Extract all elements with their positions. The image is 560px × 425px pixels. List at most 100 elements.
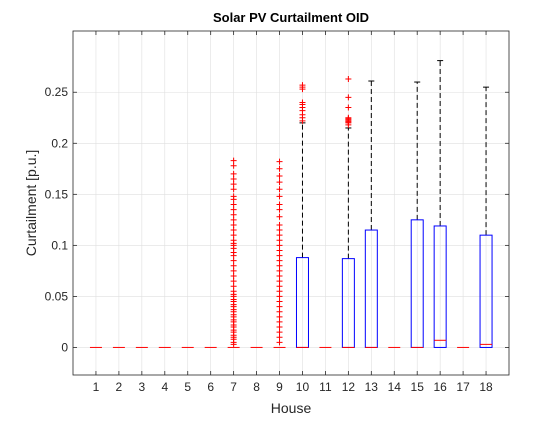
box-15 [410,81,424,348]
x-tick-label: 8 [253,380,260,394]
outlier-marker [230,232,237,239]
box-rect [433,225,447,348]
x-tick-label: 10 [296,380,310,394]
x-tick-label: 7 [230,380,237,394]
outlier-marker [230,196,237,203]
outlier-marker [276,158,283,165]
outlier-marker [230,186,237,193]
outlier-marker [345,104,352,111]
outlier-marker [276,242,283,249]
chart-title: Solar PV Curtailment OID [213,10,369,25]
box-18 [479,86,493,348]
outlier-marker [230,157,237,164]
outlier-marker [230,278,237,285]
outlier-marker [276,334,283,341]
outlier-marker [230,257,237,264]
plot-area [73,31,509,375]
outlier-marker [276,179,283,186]
x-tick-label: 14 [388,380,402,394]
outlier-marker [230,181,237,188]
box-13 [364,80,378,348]
x-axis-label: House [271,400,312,416]
outlier-marker [276,247,283,254]
outlier-marker [345,75,352,82]
outlier-marker [276,308,283,315]
outlier-marker [276,252,283,259]
x-tick-label: 15 [411,380,425,394]
outlier-marker [276,232,283,239]
y-axis-label: Curtailment [p.u.] [23,150,39,257]
outlier-marker [276,201,283,208]
y-tick-label: 0.1 [51,238,68,252]
outlier-marker [230,206,237,213]
outlier-marker [276,288,283,295]
outliers-12 [345,75,352,128]
outlier-marker [299,86,306,93]
x-tick-label: 3 [138,380,145,394]
outlier-marker [276,213,283,220]
x-tick-label: 11 [319,380,332,394]
y-tick-label: 0.25 [45,85,69,99]
outlier-marker [276,293,283,300]
outlier-marker [276,206,283,213]
outlier-marker [230,227,237,234]
outlier-marker [276,283,283,290]
y-tick-label: 0.15 [45,187,69,201]
outlier-marker [276,186,283,193]
outlier-marker [230,162,237,169]
box-12 [341,127,355,348]
outlier-marker [230,341,237,348]
outlier-marker [276,318,283,325]
box-rect [479,234,493,348]
outlier-marker [230,211,237,218]
outlier-marker [230,201,237,208]
x-tick-label: 6 [207,380,214,394]
x-tick-label: 12 [342,380,356,394]
x-tick-label: 16 [433,380,447,394]
x-tick-label: 1 [93,380,100,394]
outlier-marker [276,257,283,264]
outlier-marker [230,216,237,223]
outliers-10 [299,82,306,124]
outlier-marker [276,298,283,305]
outliers-7 [230,157,237,348]
x-tick-label: 13 [365,380,379,394]
outlier-marker [230,170,237,177]
outlier-marker [230,176,237,183]
y-tick-label: 0 [61,340,68,354]
outlier-marker [299,117,306,124]
outlier-marker [230,262,237,269]
outlier-marker [230,272,237,279]
outlier-marker [276,262,283,269]
outlier-marker [276,227,283,234]
x-tick-label: 5 [184,380,191,394]
outlier-marker [230,221,237,228]
outliers [230,75,352,348]
box-10 [295,122,309,348]
outlier-marker [345,94,352,101]
outlier-marker [276,313,283,320]
y-tick-label: 0.2 [51,136,68,150]
boxes [89,60,493,348]
x-tick-label: 17 [456,380,470,394]
outlier-marker [276,165,283,172]
outlier-marker [276,339,283,346]
x-tick-label: 9 [276,380,283,394]
outlier-marker [276,324,283,331]
x-tick-label: 2 [116,380,123,394]
x-tick-label: 18 [479,380,493,394]
outlier-marker [276,303,283,310]
ticks: 1 2 3 4 5 6 7 8 9 10 11 12 13 14 15 16 17 1800.050.10.150… [45,31,509,394]
outlier-marker [230,267,237,274]
outlier-marker [276,329,283,336]
axes-frame [72,30,510,376]
outlier-marker [276,172,283,179]
outlier-marker [276,272,283,279]
outlier-marker [276,193,283,200]
outlier-marker [276,221,283,228]
outlier-marker [276,237,283,244]
outliers-9 [276,158,283,346]
outlier-marker [230,252,237,259]
